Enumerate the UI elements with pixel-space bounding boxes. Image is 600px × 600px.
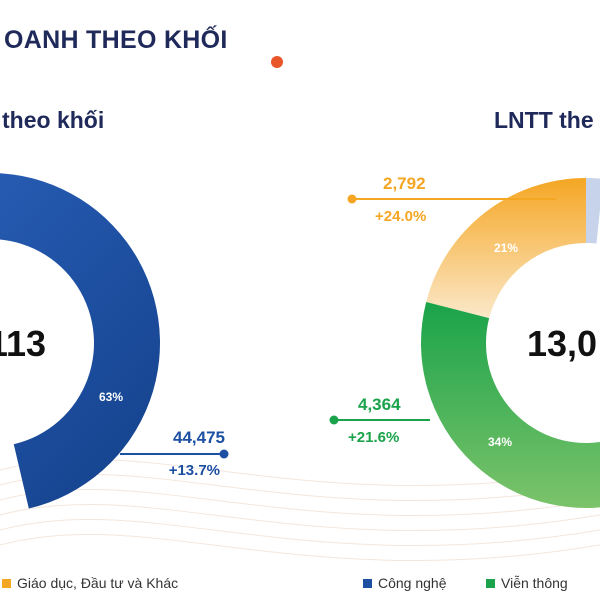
callout-dot-telecom: [329, 415, 339, 425]
legend-swatch-orange: [2, 578, 11, 588]
heading-underline: [0, 56, 283, 68]
callout-change-education: +24.0%: [375, 208, 426, 225]
slice-technology-partial: [586, 178, 600, 244]
slice-label-telecom: 34%: [488, 435, 512, 449]
center-value-left: 113: [0, 323, 46, 364]
slice-label-technology: 63%: [99, 390, 123, 404]
slice-technology: [0, 173, 161, 509]
legend-label-technology: Công nghệ: [378, 575, 447, 591]
slice-education: [426, 178, 586, 319]
callout-dot-education: [347, 194, 357, 204]
legend-item-education: Giáo dục, Đầu tư và Khác: [2, 575, 178, 591]
right-chart-title: LNTT the: [494, 107, 594, 133]
legend-label-telecom: Viễn thông: [501, 575, 568, 591]
legend-item-telecom: Viễn thông: [486, 575, 568, 591]
slice-telecom: [421, 301, 600, 508]
legend-swatch-green: [486, 578, 495, 588]
legend-item-technology: Công nghệ: [363, 575, 447, 591]
callout-change-technology: +13.7%: [169, 462, 220, 479]
callout-dot-technology: [219, 449, 229, 459]
section-heading: OANH THEO KHỐI: [4, 26, 228, 54]
callout-value-technology: 44,475: [173, 428, 225, 447]
center-value-right: 13,0: [527, 323, 597, 364]
left-chart-title: theo khối: [2, 107, 105, 133]
slice-label-education: 21%: [494, 241, 518, 255]
callout-value-telecom: 4,364: [358, 395, 401, 414]
legend-label-education: Giáo dục, Đầu tư và Khác: [17, 575, 179, 591]
legend-swatch-blue: [363, 578, 372, 588]
callout-value-education: 2,792: [383, 174, 426, 193]
callout-change-telecom: +21.6%: [348, 429, 399, 446]
